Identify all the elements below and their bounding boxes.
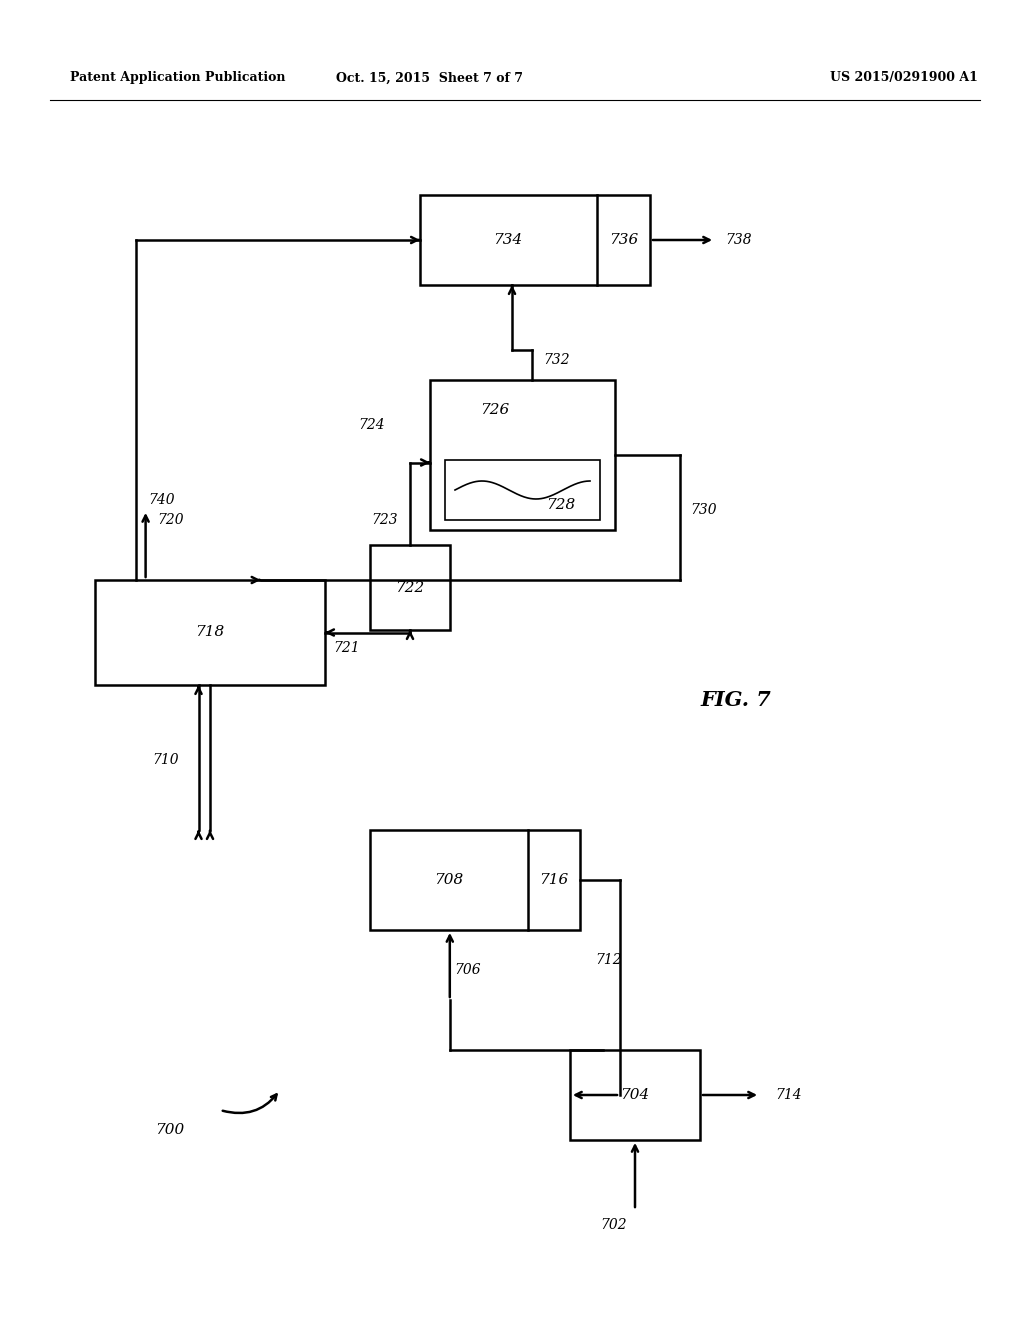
Bar bbox=[95, 579, 325, 685]
Text: 732: 732 bbox=[544, 352, 570, 367]
Text: 723: 723 bbox=[372, 513, 398, 527]
Text: 720: 720 bbox=[158, 513, 184, 527]
Bar bbox=[570, 1049, 700, 1140]
Text: 700: 700 bbox=[155, 1123, 184, 1137]
Bar bbox=[370, 830, 580, 931]
Bar bbox=[445, 459, 600, 520]
Text: Patent Application Publication: Patent Application Publication bbox=[70, 71, 286, 84]
Text: 718: 718 bbox=[196, 626, 224, 639]
Text: 724: 724 bbox=[358, 418, 385, 432]
Text: 728: 728 bbox=[547, 498, 575, 512]
Text: 726: 726 bbox=[480, 403, 509, 417]
Text: 714: 714 bbox=[775, 1088, 802, 1102]
Text: US 2015/0291900 A1: US 2015/0291900 A1 bbox=[830, 71, 978, 84]
Text: 738: 738 bbox=[725, 234, 752, 247]
Bar bbox=[420, 195, 650, 285]
Text: 706: 706 bbox=[455, 964, 481, 977]
FancyArrowPatch shape bbox=[222, 1094, 276, 1113]
Text: FIG. 7: FIG. 7 bbox=[700, 690, 771, 710]
Text: 704: 704 bbox=[621, 1088, 649, 1102]
Text: 716: 716 bbox=[539, 873, 568, 887]
Bar bbox=[370, 545, 450, 630]
Bar bbox=[430, 380, 615, 531]
Text: 722: 722 bbox=[395, 581, 425, 594]
Text: 702: 702 bbox=[600, 1218, 627, 1232]
Text: 710: 710 bbox=[152, 752, 178, 767]
Text: 721: 721 bbox=[333, 640, 359, 655]
Text: 736: 736 bbox=[609, 234, 638, 247]
Text: 730: 730 bbox=[690, 503, 717, 517]
Text: 740: 740 bbox=[148, 492, 175, 507]
Text: 712: 712 bbox=[595, 953, 622, 968]
Text: 734: 734 bbox=[493, 234, 522, 247]
Text: 708: 708 bbox=[434, 873, 464, 887]
Text: Oct. 15, 2015  Sheet 7 of 7: Oct. 15, 2015 Sheet 7 of 7 bbox=[337, 71, 523, 84]
